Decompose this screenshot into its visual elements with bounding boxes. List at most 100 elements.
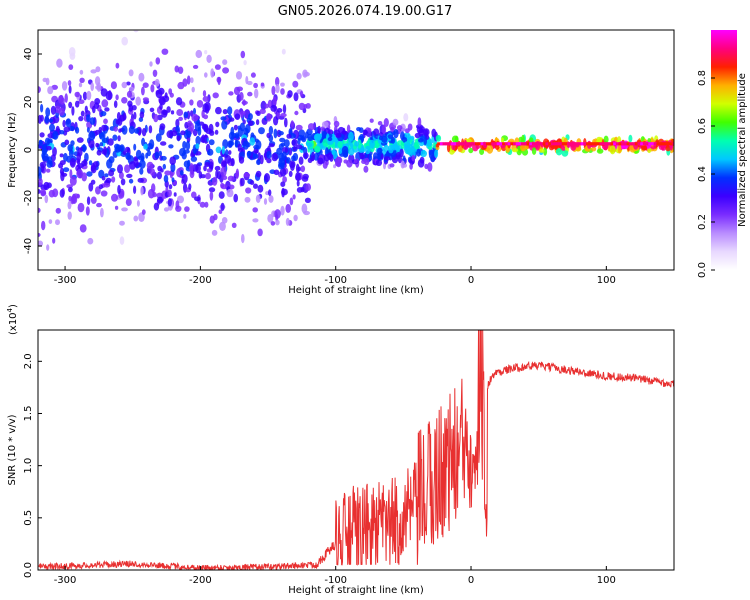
heatmap-cell bbox=[400, 131, 405, 141]
heatmap-cell bbox=[561, 149, 569, 157]
spectrogram-x-label: Height of straight line (km) bbox=[288, 285, 424, 296]
heatmap-cell bbox=[375, 159, 383, 166]
heatmap-cell bbox=[511, 148, 519, 153]
heatmap-cell bbox=[203, 165, 207, 172]
heatmap-cell bbox=[55, 207, 61, 214]
heatmap-cell bbox=[40, 190, 47, 196]
y-tick-label: 40 bbox=[23, 48, 34, 61]
heatmap-cell bbox=[227, 106, 233, 115]
heatmap-cell bbox=[413, 142, 420, 150]
heatmap-cell bbox=[411, 146, 415, 153]
heatmap-cell bbox=[44, 137, 51, 146]
heatmap-cell bbox=[434, 149, 439, 159]
snr-y-ticks: 0.0 0.5 1.0 1.5 2.0 bbox=[23, 353, 42, 578]
heatmap-cell bbox=[628, 134, 633, 143]
x-tick-label: 100 bbox=[597, 275, 616, 286]
heatmap-cell bbox=[531, 147, 537, 155]
heatmap-cell bbox=[134, 128, 140, 134]
heatmap-cell bbox=[397, 140, 404, 146]
heatmap-cell bbox=[193, 107, 196, 115]
heatmap-cell bbox=[44, 115, 50, 124]
heatmap-cell bbox=[46, 168, 51, 173]
colorbar-ticks: 0.0 0.2 0.4 0.6 0.8 bbox=[697, 70, 715, 278]
heatmap-cell bbox=[170, 130, 178, 137]
heatmap-cell bbox=[146, 161, 154, 170]
heatmap-cell bbox=[86, 127, 90, 133]
heatmap-cell bbox=[81, 160, 88, 167]
snr-panel: -300 -200 -100 0 100 0.0 0.5 1.0 1.5 2.0 Height … bbox=[6, 304, 675, 596]
heatmap-cell bbox=[92, 161, 99, 168]
heatmap-ridge-cell bbox=[672, 142, 674, 146]
heatmap-cell bbox=[114, 146, 121, 153]
heatmap-cell bbox=[113, 126, 118, 132]
heatmap-cell bbox=[38, 189, 41, 194]
snr-line-series bbox=[38, 330, 674, 570]
heatmap-cell bbox=[266, 157, 272, 164]
spectrogram-y-label: Frequency (Hz) bbox=[7, 112, 18, 188]
heatmap-cell bbox=[257, 152, 262, 162]
heatmap-cell bbox=[220, 166, 227, 177]
heatmap-cell bbox=[210, 68, 215, 78]
heatmap-cell bbox=[38, 114, 42, 124]
heatmap-cell bbox=[363, 165, 369, 173]
heatmap-cell bbox=[256, 159, 261, 166]
y-tick-label: 0.5 bbox=[23, 510, 34, 526]
heatmap-cell bbox=[555, 148, 563, 156]
heatmap-cell bbox=[236, 86, 243, 92]
heatmap-cell bbox=[190, 156, 198, 162]
heatmap-cell bbox=[95, 66, 101, 73]
heatmap-cell bbox=[142, 82, 149, 88]
heatmap-cell bbox=[179, 170, 184, 176]
spectrogram-x-ticks: -300 -200 -100 0 100 bbox=[54, 266, 616, 286]
heatmap-cell bbox=[220, 202, 225, 211]
heatmap-cell bbox=[133, 111, 137, 120]
x-tick-label: -100 bbox=[324, 275, 347, 286]
heatmap-cell bbox=[240, 110, 246, 116]
heatmap-cell bbox=[285, 217, 290, 226]
heatmap-cell bbox=[255, 170, 262, 178]
heatmap-cell bbox=[292, 80, 299, 88]
heatmap-cell bbox=[162, 95, 170, 103]
heatmap-cell bbox=[263, 198, 268, 205]
heatmap-cell bbox=[257, 228, 263, 237]
heatmap-cell bbox=[59, 130, 65, 135]
heatmap-cell bbox=[332, 148, 336, 156]
heatmap-cell bbox=[46, 182, 52, 189]
heatmap-cell bbox=[603, 135, 609, 144]
heatmap-cell bbox=[170, 162, 176, 173]
heatmap-cell bbox=[151, 183, 156, 193]
heatmap-cell bbox=[154, 78, 160, 87]
heatmap-cell bbox=[111, 176, 116, 183]
y-tick-label: 0.0 bbox=[23, 562, 34, 578]
heatmap-cell bbox=[63, 152, 68, 162]
heatmap-cell bbox=[222, 109, 228, 115]
heatmap-cell bbox=[177, 195, 184, 204]
heatmap-cell bbox=[275, 76, 280, 87]
heatmap-cell bbox=[167, 189, 172, 197]
heatmap-cell bbox=[124, 164, 131, 173]
y-tick-label: 2.0 bbox=[23, 353, 34, 369]
chart-title: GN05.2026.074.19.00.G17 bbox=[278, 4, 453, 19]
heatmap-cell bbox=[206, 168, 212, 173]
heatmap-cell bbox=[96, 149, 102, 156]
heatmap-cell bbox=[149, 107, 155, 113]
heatmap-cell bbox=[287, 90, 293, 98]
heatmap-cell bbox=[253, 144, 260, 150]
heatmap-cell bbox=[189, 170, 195, 179]
y-tick-label: -40 bbox=[23, 238, 34, 254]
heatmap-ridge-cell bbox=[669, 142, 674, 146]
heatmap-cell bbox=[218, 209, 223, 214]
heatmap-cell bbox=[302, 152, 309, 159]
heatmap-cell bbox=[253, 183, 258, 189]
heatmap-cell bbox=[180, 130, 186, 136]
heatmap-cell bbox=[214, 129, 219, 135]
heatmap-cell bbox=[252, 207, 258, 213]
heatmap-cell bbox=[58, 94, 64, 103]
heatmap-cell bbox=[209, 215, 215, 224]
heatmap-cell bbox=[591, 146, 597, 152]
heatmap-cell bbox=[195, 163, 201, 174]
heatmap-cell bbox=[117, 164, 123, 174]
heatmap-cell bbox=[189, 99, 194, 106]
heatmap-cell bbox=[255, 194, 261, 203]
heatmap-cell bbox=[300, 165, 306, 173]
